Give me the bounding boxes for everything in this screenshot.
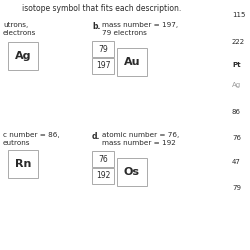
Text: Pt: Pt xyxy=(232,62,240,68)
Text: 79: 79 xyxy=(232,185,241,191)
Text: Au: Au xyxy=(124,57,140,67)
Text: b.: b. xyxy=(92,22,100,31)
Text: 192: 192 xyxy=(96,172,110,180)
Text: atomic number = 76,
mass number = 192: atomic number = 76, mass number = 192 xyxy=(102,132,179,146)
FancyBboxPatch shape xyxy=(92,41,114,57)
Text: 222: 222 xyxy=(232,39,245,45)
Text: 76: 76 xyxy=(98,154,108,164)
Text: d.: d. xyxy=(92,132,100,141)
Text: utrons,
electrons: utrons, electrons xyxy=(3,22,36,36)
Text: Rn: Rn xyxy=(15,159,31,169)
FancyBboxPatch shape xyxy=(117,48,147,76)
FancyBboxPatch shape xyxy=(8,150,38,178)
Text: 79: 79 xyxy=(98,44,108,54)
Text: 115: 115 xyxy=(232,12,245,18)
Text: 47: 47 xyxy=(232,159,241,165)
FancyBboxPatch shape xyxy=(8,42,38,70)
Text: c number = 86,
eutrons: c number = 86, eutrons xyxy=(3,132,60,146)
Text: 76: 76 xyxy=(232,135,241,141)
Text: Ag: Ag xyxy=(15,51,31,61)
FancyBboxPatch shape xyxy=(92,151,114,167)
Text: isotope symbol that fits each description.: isotope symbol that fits each descriptio… xyxy=(22,4,181,13)
Text: 86: 86 xyxy=(232,109,241,115)
Text: 197: 197 xyxy=(96,62,110,70)
Text: Os: Os xyxy=(124,167,140,177)
FancyBboxPatch shape xyxy=(117,158,147,186)
FancyBboxPatch shape xyxy=(92,58,114,74)
FancyBboxPatch shape xyxy=(92,168,114,184)
Text: mass number = 197,
79 electrons: mass number = 197, 79 electrons xyxy=(102,22,178,36)
Text: Ag: Ag xyxy=(232,82,241,88)
